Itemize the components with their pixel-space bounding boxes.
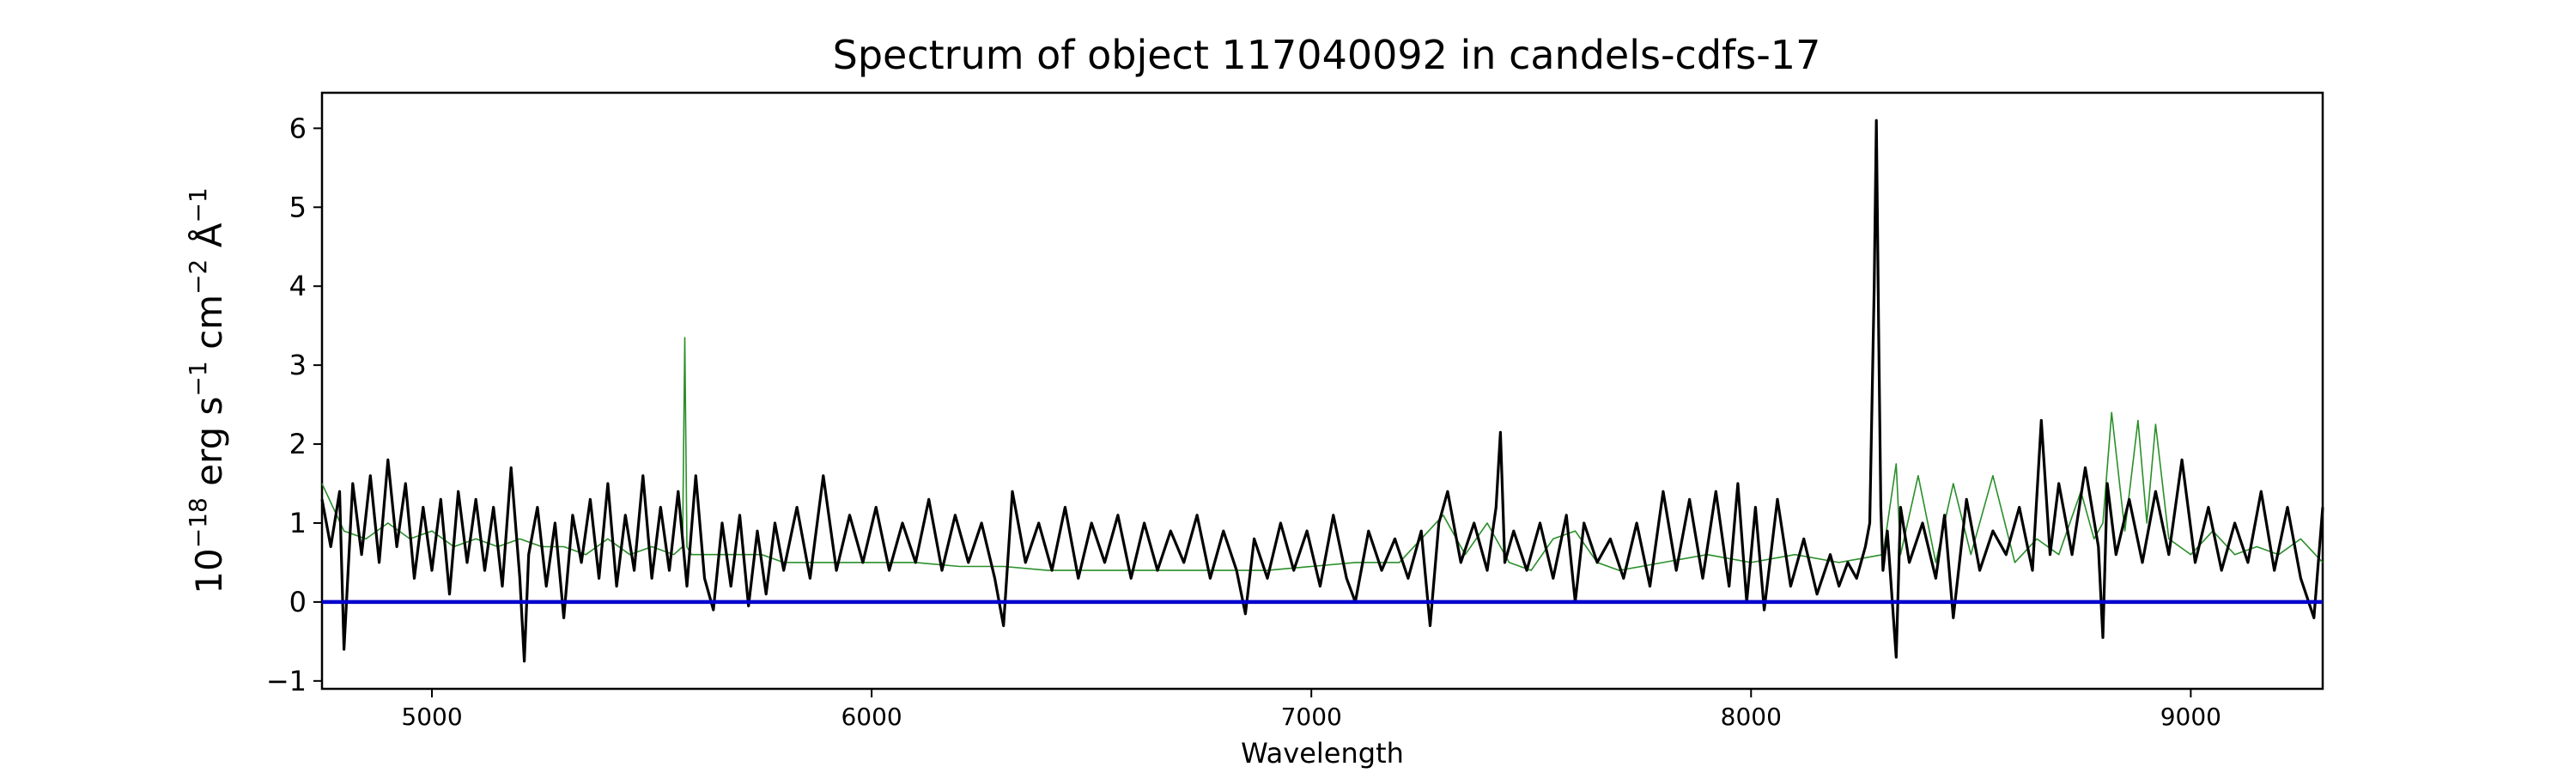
y-axis-ticks: −1 0 1 2 3 4 5 6 — [266, 112, 322, 697]
x-tick-label: 6000 — [841, 703, 902, 731]
y-tick-label: 1 — [289, 507, 307, 539]
y-label-cm: cm — [188, 295, 230, 361]
y-label-ang-exp: −1 — [184, 187, 212, 222]
x-tick-label: 7000 — [1281, 703, 1342, 731]
y-tick-label: 5 — [289, 191, 307, 223]
y-label-cm-exp: −2 — [184, 259, 212, 295]
x-tick-label: 8000 — [1721, 703, 1782, 731]
flux-series-line — [320, 119, 2324, 663]
series-layer — [320, 119, 2324, 663]
y-label-base-exp: −18 — [184, 497, 212, 548]
error-series-line — [321, 337, 2324, 571]
y-tick-label: 4 — [289, 270, 307, 302]
y-tick-label: 3 — [289, 349, 307, 381]
y-label-s-exp: −1 — [184, 361, 212, 396]
x-axis-label: Wavelength — [1241, 737, 1404, 770]
y-label-base: 10 — [188, 548, 230, 593]
y-tick-label: 2 — [289, 428, 307, 460]
y-label-erg: erg s — [188, 397, 230, 498]
y-axis-label: 10−18 erg s−1 cm−2 Å−1 — [184, 187, 230, 593]
x-tick-label: 9000 — [2160, 703, 2221, 731]
plot-area — [320, 91, 2324, 691]
plot-frame — [320, 91, 2324, 691]
x-tick-label: 5000 — [401, 703, 462, 731]
y-label-ang: Å — [187, 222, 230, 259]
chart-title: Spectrum of object 117040092 in candels-… — [833, 32, 1821, 78]
y-tick-label: 6 — [289, 112, 307, 144]
y-tick-label: −1 — [266, 665, 307, 697]
y-tick-label: 0 — [289, 586, 307, 618]
x-axis-ticks: 5000 6000 7000 8000 9000 — [401, 689, 2221, 731]
